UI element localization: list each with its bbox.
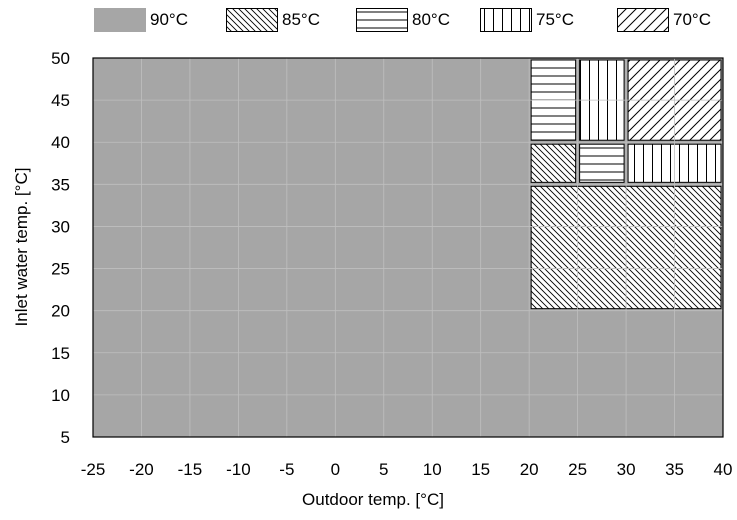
legend-swatch-forward-diagonal: [617, 8, 669, 32]
plot-border: [92, 57, 724, 438]
y-axis-title: Inlet water temp. [°C]: [12, 168, 31, 327]
legend-swatch-backward-diagonal: [226, 8, 278, 32]
legend-label-85c: 85°C: [282, 10, 320, 29]
legend-label-70c: 70°C: [673, 10, 711, 29]
x-tick-label: 10: [423, 460, 442, 479]
x-tick-label: 0: [331, 460, 340, 479]
plot-frame: [92, 57, 724, 438]
y-tick-label: 20: [51, 302, 70, 321]
x-tick-label: 20: [520, 460, 539, 479]
x-tick-label: 30: [617, 460, 636, 479]
legend-swatch-vertical: [480, 8, 532, 32]
x-tick-label: -20: [129, 460, 154, 479]
y-tick-label: 10: [51, 386, 70, 405]
x-tick-label: -25: [81, 460, 106, 479]
legend-label-80c: 80°C: [412, 10, 450, 29]
region-3-horizontal: [579, 143, 625, 183]
x-tick-label: 40: [714, 460, 733, 479]
y-tick-label: 15: [51, 344, 70, 363]
x-axis-tick-labels: -25 -20 -15 -10 -5 0 5 10 15 20 25 30 35 40: [81, 460, 733, 479]
y-tick-label: 40: [51, 133, 70, 152]
legend-label-75c: 75°C: [536, 10, 574, 29]
x-tick-label: -15: [178, 460, 203, 479]
y-tick-label: 45: [51, 91, 70, 110]
x-tick-label: 25: [568, 460, 587, 479]
y-tick-label: 35: [51, 175, 70, 194]
gridlines: [93, 58, 723, 437]
region-2-backward-diagonal: [530, 143, 577, 183]
x-tick-label: -5: [279, 460, 294, 479]
x-tick-label: 5: [379, 460, 388, 479]
x-tick-label: 15: [471, 460, 490, 479]
x-tick-label: -10: [226, 460, 251, 479]
y-axis-tick-labels: 5 10 15 20 25 30 35 40 45 50: [51, 49, 70, 447]
legend-swatch-horizontal: [356, 8, 408, 32]
y-tick-label: 50: [51, 49, 70, 68]
y-tick-label: 25: [51, 260, 70, 279]
legend-swatch-solid: [94, 8, 146, 32]
x-tick-label: 35: [665, 460, 684, 479]
y-tick-label: 5: [61, 428, 70, 447]
x-axis-title: Outdoor temp. [°C]: [302, 490, 444, 509]
y-tick-label: 30: [51, 217, 70, 236]
legend-label-90c: 90°C: [150, 10, 188, 29]
